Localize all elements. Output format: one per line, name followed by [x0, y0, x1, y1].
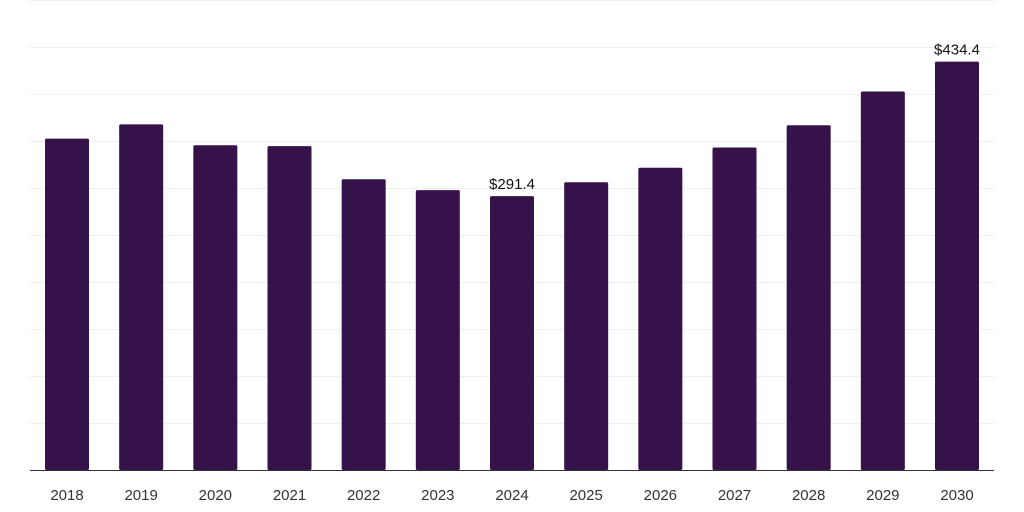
bar-2022	[341, 179, 386, 470]
x-tick-label-2027: 2027	[718, 487, 751, 504]
x-tick-label-2019: 2019	[124, 487, 157, 504]
bar-2020	[193, 145, 238, 471]
bar-2028	[786, 125, 831, 471]
bar-2029	[860, 91, 905, 470]
x-tick-label-2024: 2024	[495, 487, 528, 504]
data-labels: $291.4 $434.4	[489, 42, 980, 193]
bar-2027	[712, 147, 757, 471]
bar-2018	[45, 138, 89, 470]
x-tick-label-2022: 2022	[347, 487, 380, 504]
x-tick-label-2028: 2028	[792, 487, 825, 504]
x-tick-label-2021: 2021	[273, 487, 306, 504]
bar-2021	[267, 146, 312, 470]
bar-2019	[119, 124, 164, 471]
x-tick-label-2026: 2026	[644, 487, 677, 504]
bar-2026	[638, 167, 683, 471]
x-tick-label-2030: 2030	[940, 487, 973, 504]
x-tick-label-2020: 2020	[199, 487, 232, 504]
data-label-2030: $434.4	[934, 42, 980, 59]
x-axis: 2018 2019 2020 2021 2022 2023 2024 2025 2026 2027…	[30, 470, 994, 504]
bars	[45, 61, 979, 471]
data-label-2024: $291.4	[489, 176, 535, 193]
x-tick-label-2029: 2029	[866, 487, 899, 504]
bar-2025	[564, 182, 609, 470]
bar-2023	[415, 190, 460, 470]
x-tick-label-2018: 2018	[50, 487, 83, 504]
x-tick-label-2025: 2025	[569, 487, 602, 504]
bar-2024	[490, 196, 534, 470]
x-tick-label-2023: 2023	[421, 487, 454, 504]
bar-2030	[935, 61, 979, 470]
